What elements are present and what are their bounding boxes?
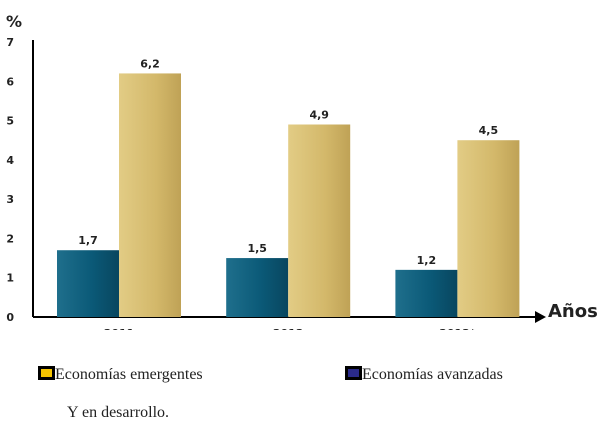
y-tick-label: 0	[6, 311, 14, 324]
bar-value-label: 1,5	[247, 242, 267, 255]
legend-advanced: Economías avanzadas	[345, 366, 503, 384]
bar-value-label: 4,9	[309, 109, 329, 122]
bar-emerging	[457, 140, 520, 317]
x-axis-title: Años	[548, 301, 598, 322]
y-tick-label: 1	[6, 272, 14, 285]
y-axis-title: %	[6, 12, 22, 31]
x-axis-ticks: 2011 2012 2013*	[104, 327, 476, 330]
y-tick-label: 5	[6, 115, 14, 128]
bar-value-label: 1,2	[417, 254, 437, 267]
x-tick-label: 2011	[104, 327, 135, 330]
legend-emerging: Economías emergentes	[38, 366, 203, 384]
bar-emerging	[288, 124, 351, 317]
y-tick-label: 6	[6, 75, 14, 88]
bar-emerging	[119, 73, 181, 317]
y-tick-label: 4	[6, 154, 14, 167]
bar-advanced	[57, 250, 119, 317]
x-tick-label: 2012	[273, 327, 304, 330]
legend-swatch-blue	[345, 366, 362, 380]
y-axis-ticks: 0 1 2 3 4 5 6 7	[6, 36, 14, 324]
bars-group: 1,7 6,2 1,5 4,9 1,2 4,5	[57, 57, 520, 317]
y-tick-label: 7	[6, 36, 14, 49]
legend-swatch-yellow	[38, 366, 55, 380]
x-tick-label: 2013*	[439, 327, 476, 330]
legend-label-advanced: Economías avanzadas	[362, 366, 503, 383]
y-tick-label: 2	[6, 232, 14, 245]
bar-value-label: 4,5	[479, 124, 499, 137]
bar-value-label: 1,7	[78, 234, 98, 247]
x-axis-arrow	[535, 311, 546, 323]
bar-advanced	[226, 258, 289, 317]
bar-value-label: 6,2	[140, 57, 160, 70]
legend-emerging-line2: Y en desarrollo.	[67, 404, 169, 422]
y-tick-label: 3	[6, 193, 14, 206]
legend-label-emerging-2: Y en desarrollo.	[67, 404, 170, 421]
legend-label-emerging: Economías emergentes	[55, 366, 203, 383]
bar-advanced	[395, 269, 458, 317]
